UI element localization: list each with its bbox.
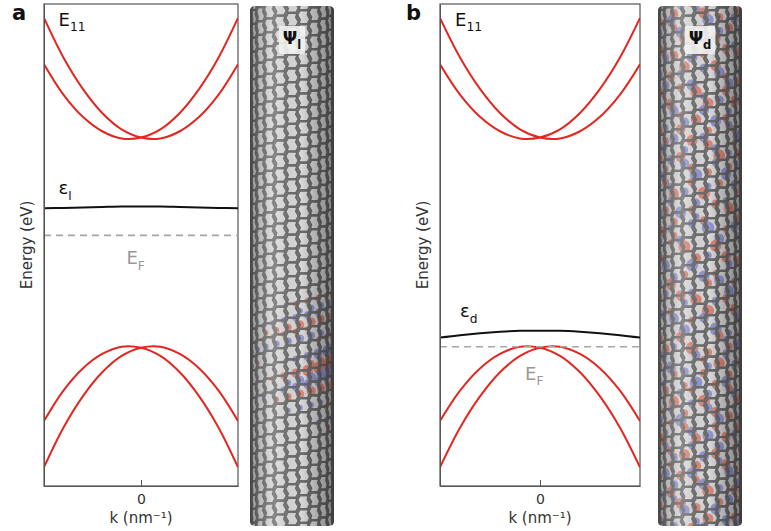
band-line [44,346,238,467]
text-base: E [455,9,466,30]
figure: 0E11εlEFEnergy (eV)k (nm⁻¹)aΨl0E11εdEFEn… [0,0,771,531]
wavefunction-label: Ψd [689,28,712,52]
x-tick-label: 0 [536,491,545,507]
y-axis-title: Energy (eV) [414,201,432,289]
band-line [440,18,640,139]
text-subscript: F [536,374,543,388]
tube-body [658,6,742,526]
panel: 0E11εdEFEnergy (eV)k (nm⁻¹)bΨd [406,0,743,531]
band-line [440,331,640,338]
curve-label: E11 [455,9,482,34]
text-base: E [525,363,536,384]
text-subscript: 11 [466,20,482,34]
band-line [44,18,238,139]
text-base: ε [59,177,69,198]
wavefunction [658,6,742,526]
text-subscript: d [470,312,478,326]
curve-label: εd [460,300,478,325]
nanotube [658,6,742,526]
lattice [250,6,334,526]
plot-lines [440,18,640,467]
band-line [44,346,238,467]
label-patch [279,26,305,54]
plot-frame [44,4,238,486]
band-line [44,18,238,139]
y-axis [440,5,441,487]
hexagon [658,525,660,526]
tube-shading [658,6,742,526]
band-line [440,346,640,467]
x-axis-line [441,486,641,487]
y-axis-line [440,5,441,487]
label-patch [685,26,716,54]
x-axis-title: k (nm⁻¹) [109,509,172,527]
x-tick: 0 [137,480,146,507]
tube-shading [250,6,334,526]
text-base: E [59,9,70,30]
text-base: E [126,247,137,268]
curve-label: EF [126,247,144,272]
wavefunction-label: Ψl [283,28,301,52]
tube-body [250,6,334,526]
curve-label: εl [59,177,72,202]
hexagon [250,525,252,526]
text-subscript: 11 [70,20,86,34]
text-subscript: l [297,38,301,52]
x-tick-label: 0 [137,491,146,507]
plot-lines [44,18,238,467]
panel: 0E11εlEFEnergy (eV)k (nm⁻¹)aΨl [12,0,335,531]
x-axis-title: k (nm⁻¹) [508,509,571,527]
x-tick-mark [540,480,541,486]
text-subscript: d [703,38,711,52]
y-axis-title: Energy (eV) [18,201,36,289]
panel-letter: a [12,1,26,25]
band-line [440,346,640,348]
band-line [44,235,238,237]
x-axis: 0 [45,480,239,507]
text-base: ε [460,300,470,321]
y-axis [44,5,45,487]
x-axis: 0 [441,480,641,507]
curve-label: E11 [59,9,86,34]
text-base: Ψ [283,28,297,48]
hexagon [332,526,334,527]
nanotube [250,6,334,526]
text-subscript: l [68,189,71,203]
panel-letter: b [406,1,421,25]
text-base: Ψ [689,28,703,48]
x-tick: 0 [536,480,545,507]
band-line [440,18,640,139]
lattice [658,6,742,526]
x-tick-mark [141,480,142,486]
hexagon [740,526,742,527]
text-subscript: F [138,259,145,273]
plot-frame [440,4,640,486]
band-line [440,346,640,467]
curve-label: EF [525,363,543,388]
y-axis-line [44,5,45,487]
band-line [44,206,238,208]
x-axis-line [45,486,239,487]
